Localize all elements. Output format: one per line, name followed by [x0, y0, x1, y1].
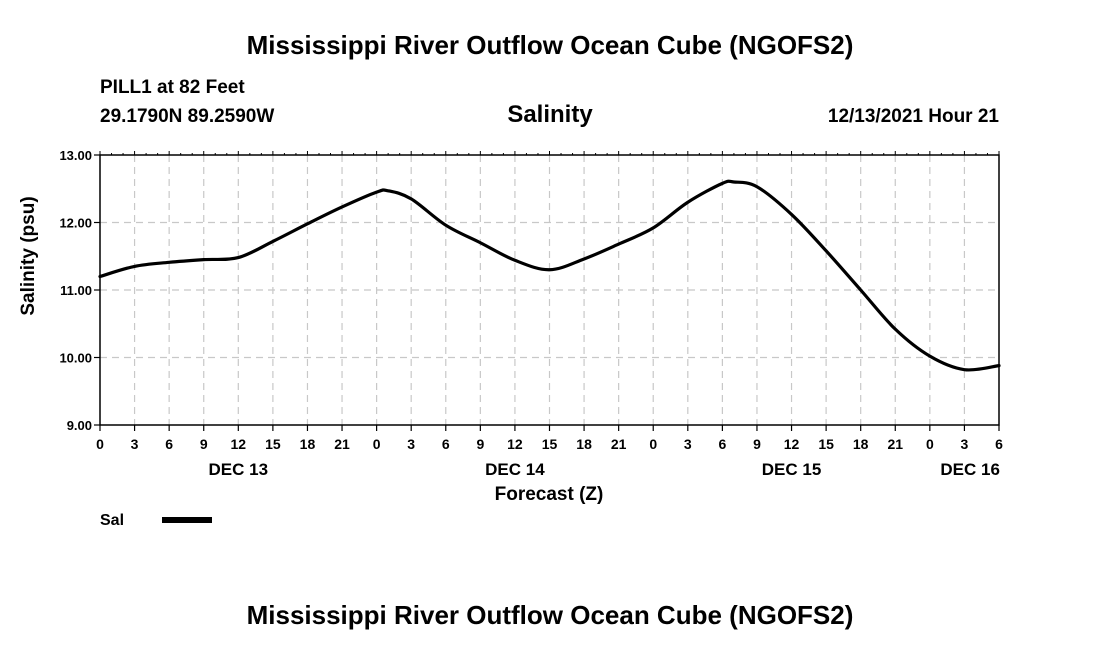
- day-label: DEC 16: [940, 460, 1000, 479]
- x-tick-label: 18: [576, 436, 592, 452]
- variable-title: Salinity: [507, 101, 593, 128]
- x-tick-label: 3: [131, 436, 139, 452]
- salinity-series-line: [98, 179, 1001, 372]
- x-tick-label: 15: [818, 436, 834, 452]
- y-tick-label: 11.00: [60, 283, 92, 298]
- chart-title: Mississippi River Outflow Ocean Cube (NG…: [246, 30, 854, 60]
- x-tick-label: 12: [784, 436, 800, 452]
- y-tick-label: 9.00: [67, 418, 92, 433]
- y-tick-label: 10.00: [59, 351, 92, 366]
- x-tick-label: 6: [442, 436, 450, 452]
- y-axis-ticks: 9.00 10.00 11.00 12.00 13.00: [59, 148, 100, 433]
- y-tick-label: 13.00: [59, 148, 92, 163]
- x-tick-label: 6: [718, 436, 726, 452]
- day-label: DEC 15: [762, 460, 822, 479]
- y-tick-label: 12.00: [59, 216, 92, 231]
- x-tick-label: 3: [684, 436, 692, 452]
- x-tick-label: 0: [96, 436, 104, 452]
- x-tick-label: 21: [334, 436, 350, 452]
- x-tick-label: 0: [649, 436, 657, 452]
- day-label: DEC 13: [209, 460, 269, 479]
- x-tick-label: 12: [507, 436, 523, 452]
- x-tick-label: 18: [300, 436, 316, 452]
- x-tick-label: 9: [200, 436, 208, 452]
- x-tick-label: 18: [853, 436, 869, 452]
- x-tick-label: 21: [611, 436, 627, 452]
- station-coordinates: 29.1790N 89.2590W: [100, 106, 275, 127]
- x-tick-label: 9: [476, 436, 484, 452]
- x-tick-label: 21: [887, 436, 903, 452]
- x-axis-ticks: 0 3 6 9 12 15 18 21 0 3 6 9 12 15 18 21 0 3 6 9 12 15 18 21 0 3 6: [96, 151, 1003, 452]
- forecast-datetime: 12/13/2021 Hour 21: [827, 106, 999, 127]
- x-tick-label: 15: [265, 436, 281, 452]
- station-label: PILL1 at 82 Feet: [100, 77, 245, 98]
- day-label: DEC 14: [485, 460, 545, 479]
- x-axis-label: Forecast (Z): [495, 484, 604, 505]
- y-axis-label: Salinity (psu): [18, 196, 39, 315]
- x-tick-label: 6: [165, 436, 173, 452]
- x-tick-label: 12: [231, 436, 247, 452]
- x-tick-label: 9: [753, 436, 761, 452]
- x-tick-label: 3: [407, 436, 415, 452]
- footer-title: Mississippi River Outflow Ocean Cube (NG…: [246, 600, 854, 630]
- grid: [100, 155, 999, 425]
- x-tick-label: 3: [961, 436, 969, 452]
- legend-label-sal: Sal: [100, 512, 124, 529]
- x-tick-label: 0: [926, 436, 934, 452]
- x-tick-label: 6: [995, 436, 1003, 452]
- x-tick-label: 0: [373, 436, 381, 452]
- x-tick-label: 15: [542, 436, 558, 452]
- plot-frame: [99, 154, 1000, 426]
- x-axis-day-labels: DEC 13 DEC 14 DEC 15 DEC 16: [209, 460, 1000, 479]
